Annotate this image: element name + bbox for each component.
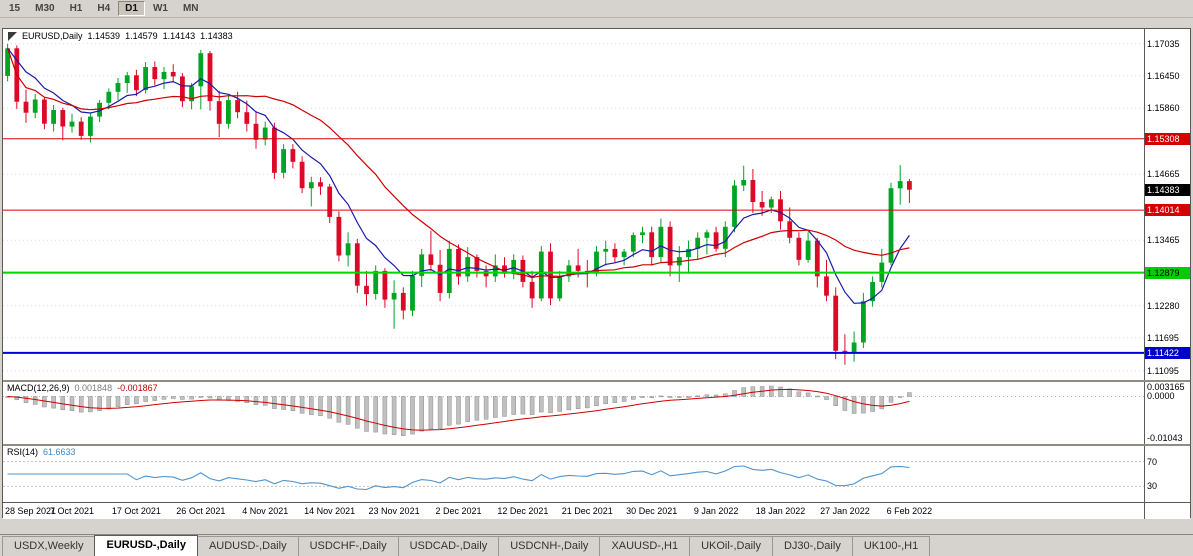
macd-tick: 0.003165 [1147,382,1185,392]
macd-main-value: 0.001848 [74,383,113,393]
timeframe-15[interactable]: 15 [2,1,27,16]
price-tick: 1.11095 [1147,365,1179,376]
timeframe-mn[interactable]: MN [176,1,206,16]
date-label: 6 Feb 2022 [886,506,933,516]
rsi-line [7,465,910,491]
rsi-label: RSI(14) 61.6633 [7,447,76,457]
ma-slow-line [7,48,910,279]
tab-xauusd-h1[interactable]: XAUUSD-,H1 [599,536,691,556]
timeframe-toolbar: 15 M30 H1 H4 D1 W1 MN [0,0,1193,18]
timeframe-h1[interactable]: H1 [63,1,90,16]
tab-usdcad-daily[interactable]: USDCAD-,Daily [397,536,500,556]
date-label: 9 Jan 2022 [693,506,739,516]
macd-tick: -0.01043 [1147,433,1183,443]
ohlc-open: 1.14539 [87,31,121,41]
price-pane[interactable]: 1.17035 1.16450 1.15860 1.14665 1.13465 1.122… [3,29,1190,380]
date-label: 2 Dec 2021 [435,506,482,516]
candles-layer [5,43,912,365]
ohlc-low: 1.14143 [162,31,196,41]
macd-signal-line [7,388,910,431]
tab-usdchf-daily[interactable]: USDCHF-,Daily [297,536,399,556]
chart-marker-icon [8,31,17,41]
rsi-scale[interactable]: 70 30 [1144,446,1190,502]
pane-separator[interactable] [3,380,1190,382]
price-badge: 1.14014 [1145,204,1190,217]
price-tick: 1.14665 [1147,169,1180,180]
date-label: 23 Nov 2021 [368,506,420,516]
price-badge: 1.12879 [1145,266,1190,279]
date-label: 30 Dec 2021 [626,506,678,516]
tab-dj30-daily[interactable]: DJ30-,Daily [771,536,853,556]
rsi-chart[interactable] [3,446,1144,502]
price-badge: 1.11422 [1145,346,1190,359]
chart-tabs: USDX,Weekly EURUSD-,Daily AUDUSD-,Daily USD… [0,534,1193,556]
chart-symbol: EURUSD,Daily [22,31,83,41]
timeframe-w1[interactable]: W1 [146,1,175,16]
price-tick: 1.17035 [1147,38,1180,49]
price-tick: 1.12280 [1147,300,1180,311]
date-label: 12 Dec 2021 [497,506,549,516]
date-label: 14 Nov 2021 [304,506,356,516]
price-badge: 1.15308 [1145,132,1190,145]
macd-chart[interactable] [3,382,1144,444]
macd-histogram [5,385,912,436]
price-chart[interactable] [3,29,1144,380]
tab-uk100-h1[interactable]: UK100-,H1 [851,536,931,556]
macd-tick: 0.0000 [1147,391,1175,402]
time-axis[interactable]: 28 Sep 2021 7 Oct 2021 17 Oct 2021 26 Oct 2… [3,502,1190,519]
rsi-pane[interactable]: 70 30 RSI(14) 61.6633 [3,446,1190,502]
pane-separator[interactable] [3,444,1190,446]
macd-name: MACD(12,26,9) [7,383,70,393]
ma-fast-line [7,47,910,304]
date-label: 27 Jan 2022 [820,506,870,516]
price-badge: 1.14383 [1145,183,1190,196]
tab-ukoil-daily[interactable]: UKOil-,Daily [689,536,773,556]
ohlc-high: 1.14579 [125,31,158,41]
timeframe-m30[interactable]: M30 [28,1,61,16]
macd-pane[interactable]: 0.003165 0.0000 -0.01043 MACD(12,26,9) 0.0… [3,382,1190,444]
tab-audusd-daily[interactable]: AUDUSD-,Daily [196,536,299,556]
rsi-name: RSI(14) [7,447,39,457]
date-label: 4 Nov 2021 [242,506,289,516]
date-label: 21 Dec 2021 [561,506,613,516]
chart-title: EURUSD,Daily 1.14539 1.14579 1.14143 1.1… [8,31,233,41]
tab-eurusd-daily[interactable]: EURUSD-,Daily [94,535,198,556]
macd-signal-value: -0.001867 [117,383,158,393]
date-label: 17 Oct 2021 [111,506,161,516]
date-label: 18 Jan 2022 [755,506,806,516]
macd-scale[interactable]: 0.003165 0.0000 -0.01043 [1144,382,1190,444]
date-label: 26 Oct 2021 [176,506,226,516]
timeframe-h4[interactable]: H4 [90,1,117,16]
timeframe-d1[interactable]: D1 [118,1,145,16]
price-tick: 1.13465 [1147,235,1180,246]
axis-corner [1144,503,1190,519]
price-tick: 1.11695 [1147,332,1179,343]
chart-window: 1.17035 1.16450 1.15860 1.14665 1.13465 1.122… [2,28,1191,519]
tab-usdx-weekly[interactable]: USDX,Weekly [2,536,96,556]
date-label: 7 Oct 2021 [49,506,95,516]
price-tick: 1.16450 [1147,70,1180,81]
ohlc-close: 1.14383 [200,31,233,41]
tab-usdcnh-daily[interactable]: USDCNH-,Daily [498,536,601,556]
price-scale[interactable]: 1.17035 1.16450 1.15860 1.14665 1.13465 1.122… [1144,29,1190,380]
price-tick: 1.15860 [1147,103,1180,114]
rsi-value: 61.6633 [43,447,76,457]
rsi-level-tick: 70 [1147,456,1158,467]
date-label: 28 Sep 2021 [5,506,57,516]
macd-label: MACD(12,26,9) 0.001848 -0.001867 [7,383,158,393]
rsi-level-tick: 30 [1147,481,1158,492]
